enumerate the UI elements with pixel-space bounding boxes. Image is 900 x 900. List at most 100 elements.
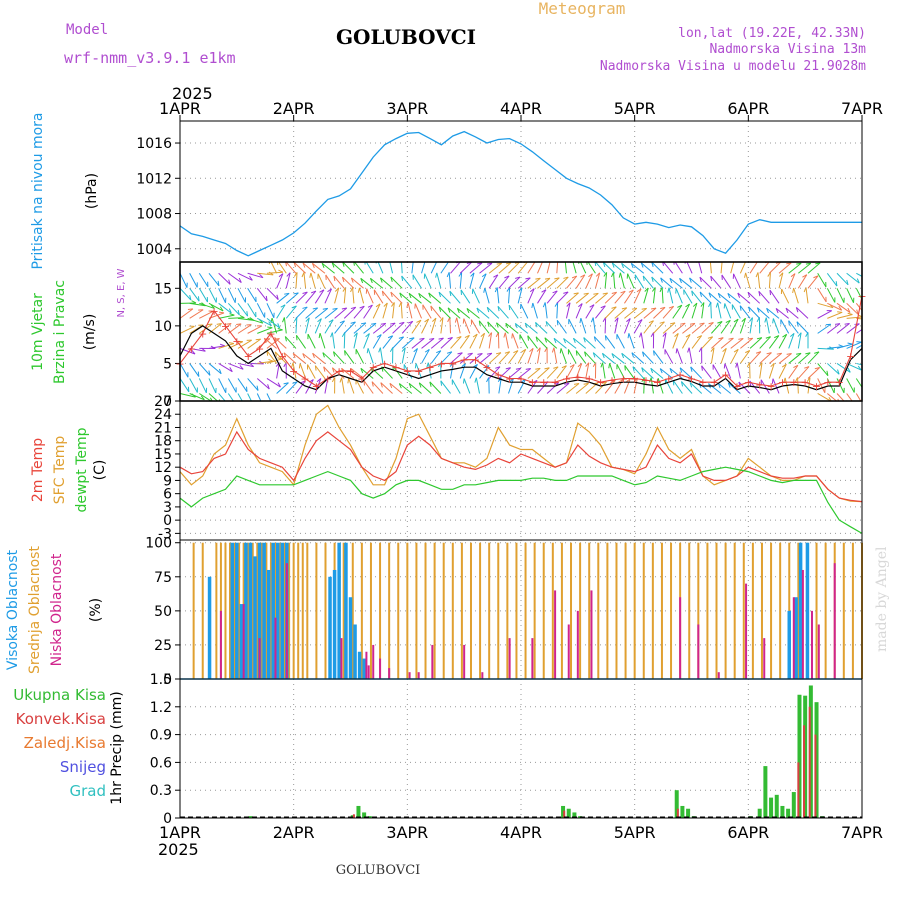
wind-barb-tip (670, 322, 676, 325)
wind-barb (701, 302, 705, 319)
wind-barb (370, 277, 384, 289)
cloud-bar (292, 542, 295, 679)
cloud-bar (797, 542, 800, 679)
wind-barb (717, 292, 732, 304)
footer-station: GOLUBOVCI (336, 863, 421, 878)
cloud-bar (192, 542, 195, 679)
wind-barb (720, 262, 723, 274)
wind-barb-tip (796, 352, 802, 355)
wind-barb (189, 378, 198, 393)
wind-barb (314, 318, 322, 334)
cloud-bar (201, 542, 204, 679)
y-tick-label: 6 (163, 487, 172, 503)
wind-barb-tip (350, 277, 354, 283)
wind-barb (817, 363, 829, 377)
wind-barb (418, 292, 432, 304)
wind-barb (575, 303, 583, 319)
wind-barb-tip (360, 278, 364, 284)
wind-barb-tip (689, 277, 692, 283)
wind-barb-tip (409, 337, 415, 340)
wind-barb (691, 290, 703, 304)
wind-barb-tip (797, 332, 802, 337)
y-tick-label: 18 (154, 434, 172, 450)
gust-markers: +++++++++++++++ +++ + + + + + + + + +++ + + + + + + + + + + +… (175, 290, 866, 393)
wind-barb (572, 262, 577, 274)
wind-barb (342, 262, 355, 274)
wind-barb (691, 302, 698, 319)
precip-frame (179, 678, 863, 819)
x-tick-label-top: 1APR (159, 99, 201, 118)
wind-barb (324, 377, 329, 394)
wind-barb (218, 288, 226, 303)
wind-barb (575, 292, 589, 304)
cloud-bar (688, 542, 691, 679)
wind-barb (317, 273, 326, 289)
precip-legend-item: Ukupna Kisa (13, 686, 106, 704)
wind-barb (556, 291, 569, 304)
wind-barb (566, 383, 580, 394)
cloud-bar (397, 542, 400, 679)
wind-barb-tip (228, 342, 234, 345)
chart-kind-title: Meteogram (539, 0, 626, 18)
wind-barb (641, 367, 654, 379)
wind-barb (414, 303, 423, 319)
wind-barb (846, 378, 855, 393)
cloud-bar (717, 672, 720, 679)
wind-barb-tip (529, 288, 535, 293)
wind-barb (303, 272, 307, 289)
wind-barb-tip (733, 348, 739, 353)
wind-barb (710, 347, 715, 364)
wind-barb (634, 274, 645, 289)
gust-marker: + (369, 361, 378, 374)
wind-barb (653, 306, 666, 319)
wind-barb-tip (583, 292, 589, 295)
wind-barb (689, 277, 703, 289)
cloud-bar (651, 542, 654, 679)
wind-barb (793, 287, 799, 304)
wind-barb (633, 288, 642, 304)
wind-barb (295, 272, 298, 289)
wind-barb (421, 349, 430, 364)
wind-barb (672, 380, 683, 394)
wind-barb-tip (428, 292, 431, 298)
wind-barb-tip (814, 351, 820, 354)
wind-barb-tip (844, 322, 850, 325)
cloud-bar (660, 542, 663, 679)
wind-barb (198, 288, 208, 303)
cloud-bar (274, 542, 277, 679)
wind-barb (517, 277, 531, 289)
wind-barb (564, 262, 567, 274)
wind-barb (826, 272, 838, 287)
wind-barb (486, 306, 500, 319)
cloud-bar (679, 597, 682, 679)
wind-barb-tip (782, 333, 787, 338)
wind-barb-tip (626, 318, 631, 323)
wind-barb (353, 262, 364, 274)
wind-barb-tip (476, 307, 480, 313)
wind-barb-tip (360, 322, 367, 325)
wind-barb-tip (641, 367, 644, 373)
wind-barb-tip (651, 287, 656, 292)
gust-marker: + (710, 376, 719, 389)
wind-barb (228, 272, 242, 283)
cloud-bar (248, 542, 253, 679)
wind-barb-tip (312, 353, 315, 359)
wind-barb (633, 307, 647, 319)
wind-barb-tip (814, 367, 820, 370)
precip-legend-item: Konvek.Kisa (16, 710, 106, 728)
wind-barb-tip (513, 350, 519, 354)
x-tick-label-bottom: 1APR (159, 823, 201, 842)
gust-marker: + (550, 376, 559, 389)
wind-barb (769, 262, 782, 274)
wind-barb-tip (765, 336, 771, 339)
wind-barb (765, 317, 770, 334)
wind-barb-tip (312, 307, 318, 310)
wind-barb (247, 272, 264, 279)
wind-barb-tip (738, 381, 741, 387)
wind-barb-tip (330, 332, 333, 338)
cloud-bar (751, 542, 754, 679)
wind-barb-tip (458, 272, 463, 277)
wind-barb-tip (390, 291, 393, 297)
wind-barb (305, 317, 310, 334)
wind-barb (430, 262, 438, 274)
